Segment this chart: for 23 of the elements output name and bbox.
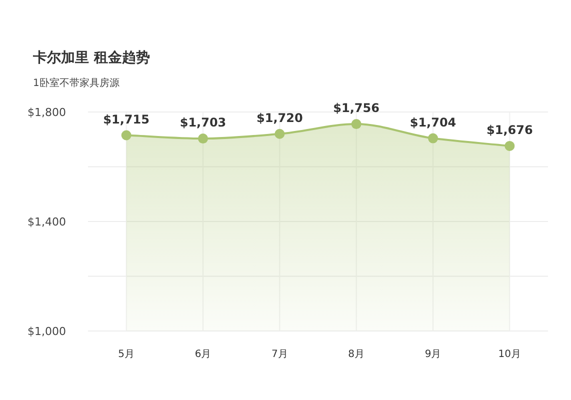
text: $1,704: [410, 115, 456, 130]
text: $1,720: [256, 110, 303, 125]
y-tick-label: $1,000: [28, 325, 66, 338]
text: $1,703: [180, 116, 226, 130]
point: [274, 128, 285, 139]
text: $1,756: [333, 101, 380, 116]
point: [121, 130, 132, 140]
chart-subtitle: 1卧室不带家具房源: [33, 77, 120, 89]
point: [428, 133, 438, 144]
x-tick-label: 7月: [271, 349, 288, 360]
point: [351, 119, 362, 130]
x-tick-label: 5月: [118, 349, 135, 360]
x-tick-label: 9月: [424, 349, 442, 360]
point: [198, 134, 208, 144]
text: $1,676: [486, 122, 533, 137]
x-tick-label: 8月: [348, 349, 365, 360]
point: [504, 140, 515, 151]
x-tick-label: 6月: [194, 349, 212, 360]
y-tick-label: $1,800: [28, 106, 66, 119]
chart-title: 卡尔加里 租金趋势: [32, 50, 150, 66]
y-tick-label: $1,400: [28, 216, 66, 228]
text: $1,715: [103, 112, 150, 126]
x-tick-label: 10月: [498, 349, 522, 360]
